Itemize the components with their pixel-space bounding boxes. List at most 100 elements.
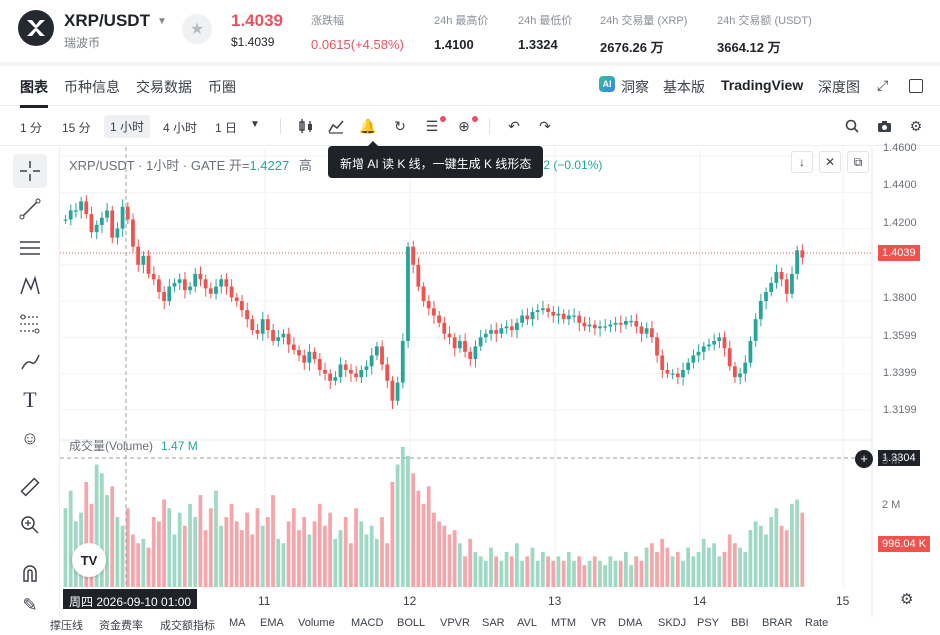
- indicator-17[interactable]: BBI: [731, 617, 749, 629]
- settings-gear-icon[interactable]: ⚙: [909, 117, 923, 134]
- axis-settings-icon[interactable]: ⚙: [900, 591, 914, 608]
- candle: [426, 301, 431, 309]
- candle: [395, 382, 400, 401]
- volume-bar: [84, 482, 89, 587]
- tab-coin-info[interactable]: 币种信息: [64, 79, 120, 95]
- indicator-16[interactable]: PSY: [697, 617, 720, 629]
- timeframe-15m[interactable]: 15 分: [62, 121, 91, 135]
- indicator-7[interactable]: MACD: [351, 617, 384, 629]
- indicator-10[interactable]: SAR: [482, 617, 505, 629]
- window-icon[interactable]: [909, 79, 923, 93]
- tab-trade-data[interactable]: 交易数据: [136, 79, 192, 95]
- tab-chart[interactable]: 图表: [20, 79, 48, 108]
- favorite-star-icon[interactable]: ★: [182, 14, 212, 44]
- chart-panel: 图表 币种信息 交易数据 币圈 AI 洞察 基本版 TradingView 深度…: [0, 66, 940, 635]
- tab-basic[interactable]: 基本版: [663, 79, 705, 95]
- candle: [203, 279, 208, 289]
- volume-bar: [421, 503, 426, 587]
- text-tool-icon[interactable]: T: [23, 387, 37, 412]
- indicator-5[interactable]: EMA: [260, 617, 284, 629]
- scroll-down-icon[interactable]: ↓: [791, 151, 813, 173]
- tradingview-logo-icon[interactable]: TV: [72, 543, 106, 577]
- volume-bar: [483, 560, 488, 587]
- candle: [691, 355, 696, 363]
- ai-feature-tooltip[interactable]: 新增 AI 读 K 线，一键生成 K 线形态: [328, 141, 544, 178]
- collapse-icon[interactable]: ✕: [819, 151, 841, 173]
- volume-bar: [618, 560, 623, 587]
- timeframe-1d[interactable]: 1 日: [215, 121, 238, 135]
- volume-bar: [447, 534, 452, 587]
- emoji-icon[interactable]: ☺: [20, 427, 40, 448]
- candlestick-chart[interactable]: [60, 147, 940, 617]
- indicator-14[interactable]: DMA: [618, 617, 643, 629]
- indicator-19[interactable]: Rate: [805, 617, 829, 629]
- tab-depth[interactable]: 深度图: [818, 79, 860, 95]
- indicator-8[interactable]: BOLL: [397, 617, 426, 629]
- candle: [655, 337, 659, 356]
- volume-bar: [156, 521, 161, 587]
- ruler-icon[interactable]: [13, 470, 47, 504]
- volume-bar: [380, 517, 384, 587]
- indicator-9[interactable]: VPVR: [440, 617, 470, 629]
- x-axis-label: 11: [258, 594, 271, 608]
- pair-title[interactable]: XRP/USDT: [64, 11, 150, 30]
- indicator-1[interactable]: 撑压线: [50, 620, 83, 632]
- indicator-18[interactable]: BRAR: [762, 617, 793, 629]
- add-icon[interactable]: ⊕: [458, 117, 470, 134]
- volume-bar: [535, 560, 540, 587]
- undo-icon[interactable]: ↶: [508, 117, 520, 134]
- zoom-in-icon[interactable]: [13, 508, 47, 542]
- volume-bar: [151, 517, 156, 587]
- expand-icon[interactable]: ⤢: [877, 77, 889, 93]
- indicator-15[interactable]: SKDJ: [658, 617, 687, 629]
- price-chart[interactable]: XRP/USDT · 1小时 · GATE 开=1.4227 高 002 (−0…: [60, 141, 940, 617]
- alert-bell-icon[interactable]: 🔔: [359, 117, 377, 134]
- indicator-2[interactable]: 资金费率: [99, 620, 143, 632]
- volume-bar: [629, 565, 633, 587]
- add-alert-icon[interactable]: +: [855, 450, 873, 468]
- horizontal-lines-icon[interactable]: [13, 231, 47, 265]
- candle: [743, 362, 748, 374]
- pair-dropdown-icon[interactable]: ▼: [157, 16, 167, 27]
- price-axis-label: 1.3800: [883, 292, 917, 304]
- candle: [73, 210, 78, 212]
- timeframe-1m[interactable]: 1 分: [20, 121, 43, 135]
- volume-bar: [317, 503, 322, 587]
- trend-line-icon[interactable]: [13, 192, 47, 226]
- indicator-11[interactable]: AVL: [517, 617, 537, 629]
- volume-bar: [255, 508, 260, 587]
- pattern-icon[interactable]: [13, 269, 47, 303]
- candle: [89, 214, 94, 233]
- redo-icon[interactable]: ↷: [539, 117, 551, 134]
- candle: [546, 308, 550, 312]
- timeframe-1h[interactable]: 1 小时: [104, 115, 151, 138]
- timeframe-4h[interactable]: 4 小时: [163, 121, 198, 135]
- fibonacci-icon[interactable]: [13, 307, 47, 341]
- replay-icon[interactable]: ↻: [394, 117, 406, 134]
- crosshair-icon[interactable]: [13, 154, 47, 188]
- search-icon[interactable]: [842, 116, 862, 136]
- volume-bar: [696, 552, 701, 587]
- candle: [115, 228, 120, 238]
- tab-insight[interactable]: 洞察: [621, 79, 649, 95]
- brush-icon[interactable]: [13, 345, 47, 379]
- ai-kline-icon[interactable]: ☰: [425, 117, 439, 134]
- indicator-13[interactable]: VR: [591, 617, 607, 629]
- lock-drawing-icon[interactable]: ✎: [22, 594, 38, 615]
- tab-community[interactable]: 币圈: [208, 79, 236, 95]
- indicator-6[interactable]: Volume: [298, 617, 335, 629]
- candle-type-icon[interactable]: [296, 116, 316, 136]
- candle: [105, 210, 109, 218]
- volume-bar: [546, 556, 550, 587]
- tab-tradingview[interactable]: TradingView: [721, 77, 804, 93]
- indicator-3[interactable]: 成交额指标: [160, 620, 215, 632]
- camera-icon[interactable]: [874, 116, 894, 136]
- volume-bar: [473, 552, 478, 587]
- indicators-icon[interactable]: [326, 116, 346, 136]
- timeframe-dropdown-icon[interactable]: ▼: [250, 119, 260, 130]
- indicator-4[interactable]: MA: [229, 617, 246, 629]
- indicator-12[interactable]: MTM: [551, 617, 577, 629]
- magnet-icon[interactable]: [13, 557, 47, 591]
- candle: [769, 282, 774, 292]
- maximize-icon[interactable]: ⧉: [847, 151, 869, 173]
